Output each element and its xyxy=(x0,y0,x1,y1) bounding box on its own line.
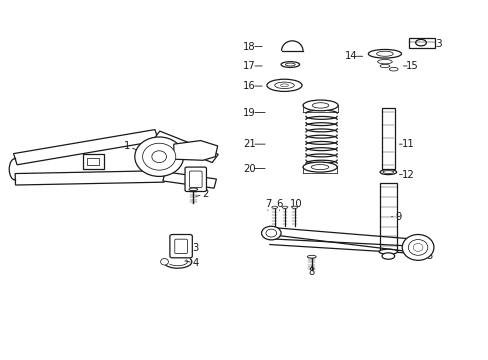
FancyBboxPatch shape xyxy=(169,234,192,258)
Text: 3: 3 xyxy=(192,243,199,253)
FancyBboxPatch shape xyxy=(82,154,104,168)
Text: 10: 10 xyxy=(289,199,302,210)
Polygon shape xyxy=(14,130,158,165)
FancyBboxPatch shape xyxy=(189,171,202,188)
Ellipse shape xyxy=(379,170,396,175)
Ellipse shape xyxy=(135,137,183,176)
Ellipse shape xyxy=(376,51,392,56)
Ellipse shape xyxy=(142,143,175,170)
Ellipse shape xyxy=(152,151,166,163)
Ellipse shape xyxy=(307,255,316,258)
Text: 18: 18 xyxy=(243,42,255,51)
Ellipse shape xyxy=(378,249,397,254)
Text: 12: 12 xyxy=(401,170,413,180)
Ellipse shape xyxy=(388,67,397,71)
Text: 8: 8 xyxy=(308,267,314,277)
Text: 16: 16 xyxy=(243,81,255,91)
Ellipse shape xyxy=(407,239,427,255)
Text: 19: 19 xyxy=(243,108,255,118)
FancyBboxPatch shape xyxy=(381,108,394,169)
Ellipse shape xyxy=(412,243,422,251)
Ellipse shape xyxy=(311,165,328,170)
Text: 5: 5 xyxy=(426,251,432,261)
FancyBboxPatch shape xyxy=(87,158,99,165)
Text: 2: 2 xyxy=(202,189,208,199)
Text: 4: 4 xyxy=(192,258,199,268)
Text: 13: 13 xyxy=(430,39,443,49)
Text: 21: 21 xyxy=(243,139,255,149)
Ellipse shape xyxy=(274,82,294,89)
Ellipse shape xyxy=(303,100,337,111)
Ellipse shape xyxy=(291,206,297,208)
Ellipse shape xyxy=(285,63,295,66)
Text: 11: 11 xyxy=(401,139,413,149)
Ellipse shape xyxy=(415,40,426,46)
Ellipse shape xyxy=(160,258,168,265)
Text: 17: 17 xyxy=(243,61,255,71)
Ellipse shape xyxy=(266,79,302,91)
Ellipse shape xyxy=(367,49,401,58)
Ellipse shape xyxy=(188,188,197,190)
Text: 15: 15 xyxy=(406,61,418,71)
Text: 9: 9 xyxy=(394,212,401,221)
Ellipse shape xyxy=(382,171,393,174)
Ellipse shape xyxy=(280,84,288,87)
Text: 7: 7 xyxy=(264,199,270,210)
Ellipse shape xyxy=(303,162,336,172)
Ellipse shape xyxy=(402,234,433,260)
Ellipse shape xyxy=(281,62,299,67)
Ellipse shape xyxy=(261,226,281,240)
Text: 20: 20 xyxy=(243,163,255,174)
Ellipse shape xyxy=(271,206,277,208)
Polygon shape xyxy=(15,171,164,185)
Ellipse shape xyxy=(282,206,287,208)
Ellipse shape xyxy=(377,59,391,64)
Ellipse shape xyxy=(381,253,394,259)
Text: 14: 14 xyxy=(344,51,356,61)
Polygon shape xyxy=(173,140,217,160)
Text: 1: 1 xyxy=(124,141,130,151)
FancyBboxPatch shape xyxy=(174,239,187,253)
Ellipse shape xyxy=(379,64,389,68)
FancyBboxPatch shape xyxy=(379,183,396,251)
FancyBboxPatch shape xyxy=(408,38,434,48)
Ellipse shape xyxy=(265,229,276,237)
Ellipse shape xyxy=(312,103,328,108)
Polygon shape xyxy=(163,172,216,188)
Text: 6: 6 xyxy=(276,199,282,210)
FancyBboxPatch shape xyxy=(184,167,206,192)
Polygon shape xyxy=(153,131,218,163)
